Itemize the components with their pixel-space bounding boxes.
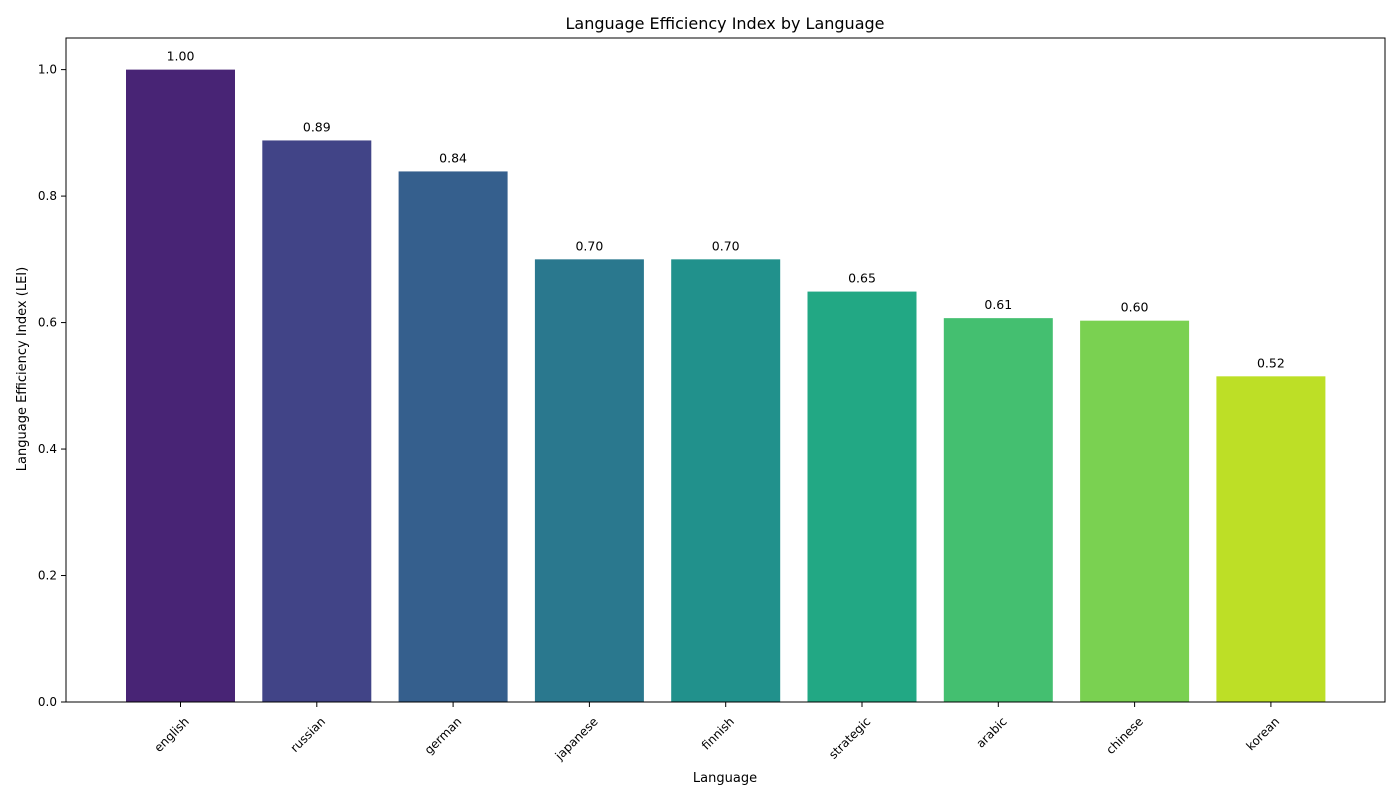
data-label-korean: 0.52: [1257, 355, 1285, 370]
y-axis-label: Language Efficiency Index (LEI): [15, 267, 30, 471]
data-label-arabic: 0.61: [984, 297, 1012, 312]
y-tick-label: 0.6: [38, 316, 57, 330]
x-tick-label-japanese: japanese: [552, 714, 601, 763]
plot-frame: [65, 37, 1386, 703]
y-tick-label: 0.8: [38, 189, 57, 203]
x-axis: english russian german japanese finnish strat…: [151, 702, 1282, 763]
data-label-finnish: 0.70: [712, 238, 740, 253]
bar-chinese: [1080, 320, 1190, 702]
data-label-russian: 0.89: [303, 119, 331, 134]
x-tick-label-korean: korean: [1243, 714, 1282, 753]
x-tick-label-finnish: finnish: [699, 714, 737, 752]
bar-japanese: [534, 259, 644, 702]
bar-strategic: [807, 291, 917, 702]
bar-russian: [262, 140, 372, 703]
y-tick-label: 0.0: [38, 695, 57, 709]
data-label-chinese: 0.60: [1121, 300, 1149, 315]
data-label-german: 0.84: [439, 150, 467, 165]
data-label-strategic: 0.65: [848, 271, 876, 286]
y-tick-label: 0.2: [38, 569, 57, 583]
x-tick-label-arabic: arabic: [973, 714, 1009, 750]
bars-layer: [126, 69, 1326, 703]
data-labels-layer: 1.00 0.89 0.84 0.70 0.70 0.65 0.61 0.60 0.52: [167, 49, 1285, 371]
bar-korean: [1216, 376, 1326, 702]
data-label-japanese: 0.70: [575, 238, 603, 253]
chart-title: Language Efficiency Index by Language: [565, 14, 884, 33]
x-tick-label-russian: russian: [288, 714, 329, 755]
y-axis: 0.0 0.2 0.4 0.6 0.8 1.0: [38, 63, 66, 709]
bar-arabic: [943, 318, 1053, 702]
bar-english: [126, 69, 235, 703]
y-tick-label: 1.0: [38, 63, 57, 77]
x-tick-label-german: german: [422, 714, 465, 757]
y-tick-label: 0.4: [38, 442, 57, 456]
data-label-english: 1.00: [167, 49, 195, 64]
x-tick-label-english: english: [151, 714, 191, 754]
x-axis-label: Language: [693, 771, 757, 786]
x-tick-label-strategic: strategic: [826, 714, 873, 761]
bar-finnish: [671, 259, 781, 702]
x-tick-label-chinese: chinese: [1103, 714, 1146, 757]
bar-german: [398, 171, 508, 703]
